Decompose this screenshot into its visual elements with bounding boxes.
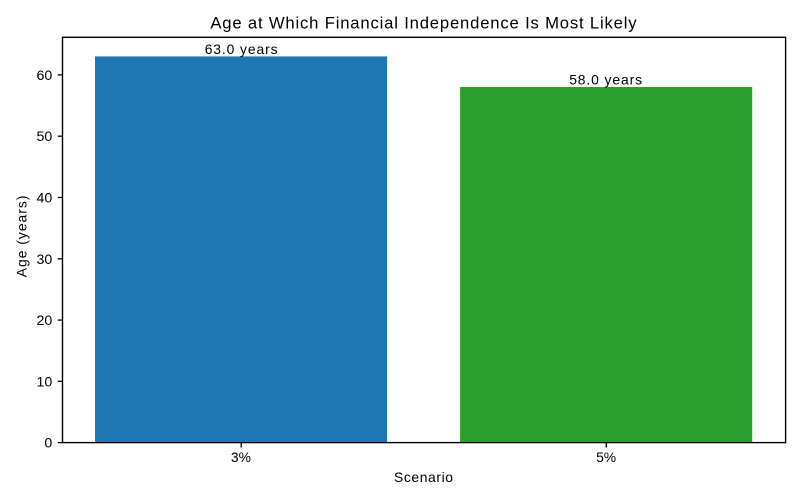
svg-text:Age (years): Age (years) — [14, 195, 30, 278]
svg-text:Age at Which Financial Indepen: Age at Which Financial Independence Is M… — [210, 13, 637, 32]
svg-text:5%: 5% — [596, 449, 616, 465]
svg-text:0: 0 — [44, 436, 52, 452]
svg-text:50: 50 — [37, 129, 53, 145]
svg-text:30: 30 — [37, 252, 53, 268]
svg-text:58.0 years: 58.0 years — [569, 72, 643, 88]
svg-text:10: 10 — [37, 374, 53, 390]
svg-text:20: 20 — [37, 313, 53, 329]
svg-text:3%: 3% — [231, 449, 251, 465]
svg-text:63.0 years: 63.0 years — [205, 41, 279, 57]
svg-text:40: 40 — [37, 191, 53, 207]
svg-text:Scenario: Scenario — [394, 469, 454, 485]
svg-text:60: 60 — [37, 68, 53, 84]
